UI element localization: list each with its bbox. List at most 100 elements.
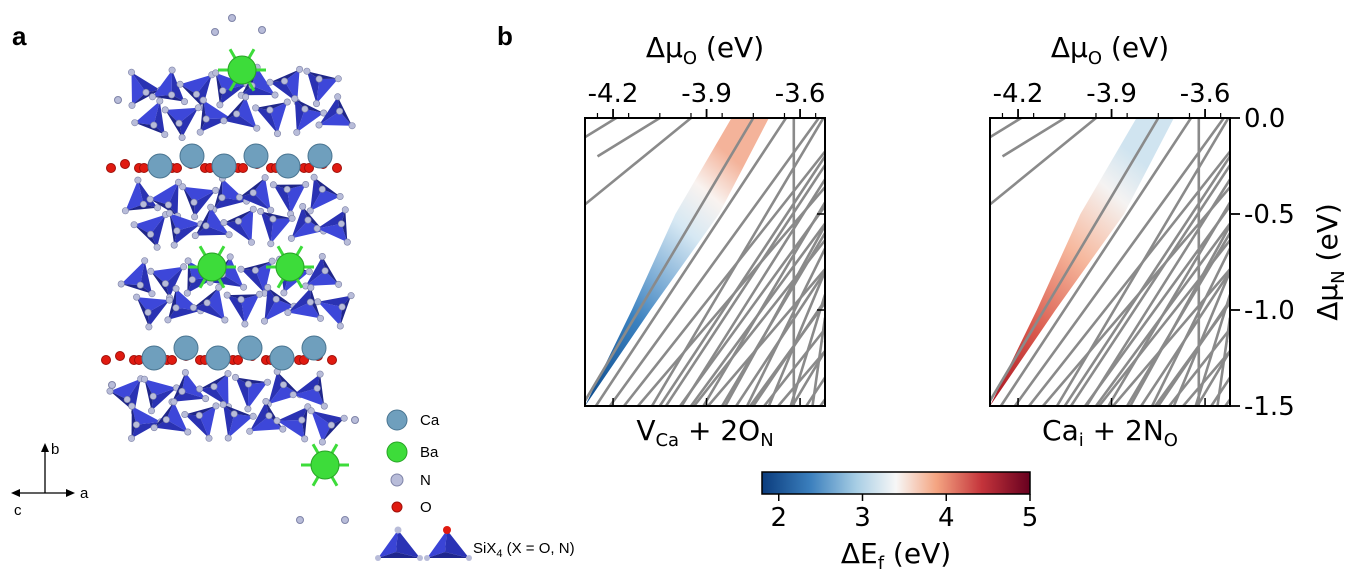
phase-boundary-line [658,155,825,406]
sio4-tetrahedron [220,93,261,132]
phase-boundary-line [585,118,617,139]
sio4-tetrahedron [237,257,276,297]
nitrogen-atom [211,28,219,36]
legend-label-six4: SiX4 (X = O, N) [473,540,575,560]
colorbar-ticks: 2 3 4 5 [770,494,1038,533]
colorbar-tick-label: 4 [938,503,955,533]
nitrogen-atom [351,416,359,424]
phase-boundary-line [1194,294,1230,406]
subplot-title-vca: VCa + 2ON [636,414,773,451]
sio4-tetrahedron [121,176,162,215]
calcium-atom [179,143,205,169]
phase-boundary-line [990,118,1097,206]
boundary-lines-vca [585,118,1094,406]
legend-label-ba: Ba [420,444,439,461]
phase-boundary-line [585,118,755,404]
oxygen-atom [101,355,111,365]
calcium-atom [147,153,173,179]
barium-atom [310,450,340,480]
calcium-atom [211,153,237,179]
phase-boundary-line [999,118,1193,406]
x-tick-label: -3.6 [1180,79,1231,109]
calcium-atom [275,153,301,179]
legend-swatch-o [391,501,403,513]
panel-label-b: b [497,21,513,51]
oxygen-atom [233,355,243,365]
phase-boundary-line [819,397,825,406]
colorbar-label: ΔEf (eV) [841,537,951,570]
plot-frame-cai [989,117,1231,407]
subplot-cai-2no: -4.2 -3.9 -3.6 ΔμO (eV) Cai + 2NO 0.0-0.5-… [989,31,1346,451]
phase-boundary-line [848,118,1094,406]
phase-boundary-line [745,248,825,406]
phase-boundary-line [1216,317,1230,406]
plot-frame-vca [584,117,826,407]
legend-swatch-n [390,473,404,487]
sio4-tetrahedron [150,398,192,436]
barium-atom [227,55,257,85]
phase-boundary-line [862,118,1033,406]
stable-region-cai [990,118,1174,406]
y-ticks-vca [817,117,825,407]
sio4-tetrahedron [179,183,220,221]
calcium-atom [141,345,167,371]
y-tick-label: 0.0 [1244,104,1285,134]
phase-boundary-line [664,162,825,406]
oxygen-atom [332,163,342,173]
phase-boundary-line [805,375,825,406]
oxygen-atom [238,163,248,173]
phase-boundary-line [608,118,820,406]
phase-boundary-line [679,203,825,406]
legend-label-n: N [420,472,431,489]
oxygen-atom [167,355,177,365]
sio4-tetrahedron [289,370,328,410]
sio4-tetrahedron [212,69,251,109]
sio4-tetrahedron [189,283,229,324]
sio4-tetrahedron [273,403,312,443]
legend-tetrahedron-n [375,526,423,561]
sio4-tetrahedron [302,253,343,290]
phase-boundary-line [990,118,1160,404]
sio4-tetrahedron [219,400,257,442]
lattice-axes-indicator: b a c [11,441,89,519]
phase-boundary-line [1063,155,1230,406]
phase-boundary-line [767,271,825,406]
phase-boundary-line [1094,222,1230,406]
sio4-tetrahedron [166,209,205,249]
x-tick-label: -4.2 [993,79,1044,109]
phase-boundary-line [1150,248,1230,406]
phase-boundary-line [1172,271,1230,406]
colorbar: 2 3 4 5 ΔEf (eV) [761,471,1038,570]
sio4-tetrahedron [161,104,202,142]
colorbar-tick-label: 3 [854,503,871,533]
sio4-tetrahedron [181,402,220,442]
calcium-atom [301,335,327,361]
sio4-tetrahedron [307,407,348,446]
phase-boundary-line [724,224,825,406]
phase-boundary-line [1112,267,1230,406]
atom-legend: Ca Ba N O SiX4 (X = O, N) [375,409,575,561]
x-ticks-cai: -4.2 -3.9 -3.6 [993,79,1231,406]
nitrogen-atom [341,516,349,524]
panel-label-a: a [12,21,27,51]
oxygen-atom [327,355,337,365]
phase-boundary-line [990,118,1022,139]
nitrogen-atom [296,516,304,524]
oxygen-atom [304,163,314,173]
sio4-tetrahedron [306,173,344,215]
nitrogen-atom [108,381,116,389]
oxygen-atom [115,351,125,361]
phase-boundary-line [585,118,692,206]
phase-boundary-line [834,118,1062,406]
phase-boundary-line [1196,348,1230,406]
axis-label-b: b [51,441,59,458]
legend-swatch-ca [386,409,408,431]
x-tick-label: -3.9 [681,79,732,109]
x-tick-label: -3.6 [775,79,826,109]
calcium-atom [205,345,231,371]
phase-boundary-line [689,222,825,406]
phase-boundary-line [1140,269,1230,406]
legend-swatch-ba [386,441,408,463]
legend-tetrahedron-o [424,526,472,561]
nitrogen-atom [114,96,122,104]
